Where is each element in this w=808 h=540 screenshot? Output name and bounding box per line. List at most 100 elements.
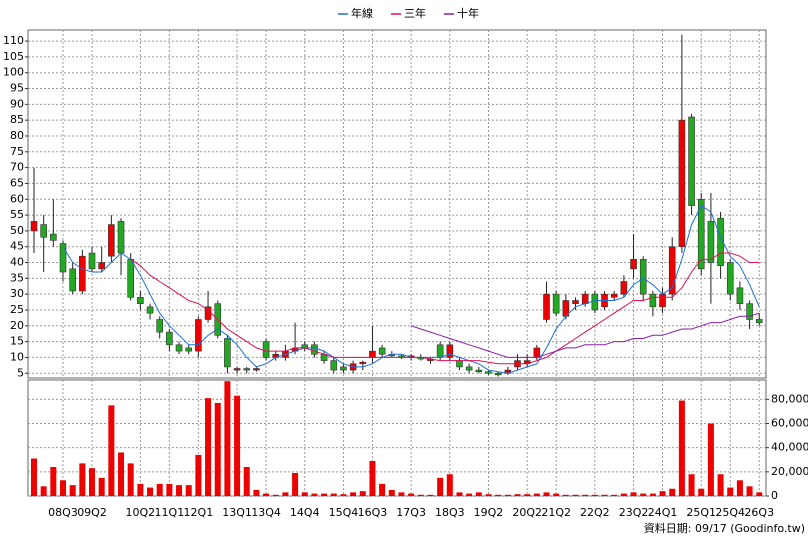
candle-body — [630, 259, 637, 270]
candle-body — [253, 368, 260, 371]
y-tick-label: 60 — [10, 192, 24, 205]
y-tick-label: 15 — [10, 335, 24, 348]
candle-body — [79, 255, 86, 292]
x-tick-label: 13Q1 — [222, 506, 252, 519]
x-tick-label: 18Q3 — [435, 506, 465, 519]
candle-body — [117, 221, 125, 254]
candle-body — [746, 303, 753, 320]
volume-bar — [31, 458, 37, 496]
volume-bar — [717, 474, 724, 496]
y-tick-label: 105 — [3, 50, 24, 63]
volume-bar — [330, 493, 337, 496]
volume-bar — [417, 494, 424, 496]
volume-tick-label: 80,000 — [771, 392, 808, 405]
volume-bar — [543, 492, 550, 496]
candle-body — [69, 268, 76, 292]
candle-body — [166, 331, 173, 346]
x-tick-label: 17Q3 — [396, 506, 426, 519]
volume-bar — [572, 494, 579, 496]
y-tick-label: 40 — [10, 256, 24, 269]
price-panel — [27, 29, 767, 379]
volume-bar — [369, 460, 376, 496]
y-tick-label: 80 — [10, 129, 24, 142]
candle-body — [330, 360, 338, 371]
volume-bar — [514, 494, 521, 496]
y-tick-label: 95 — [10, 82, 24, 95]
volume-bar — [553, 493, 560, 496]
candle-body — [620, 281, 628, 295]
volume-bar — [388, 489, 395, 496]
y-tick-label: 85 — [10, 113, 24, 126]
volume-bar — [591, 494, 598, 496]
candle-body — [243, 368, 251, 371]
y-tick-label: 110 — [3, 34, 24, 47]
candle-body — [668, 246, 676, 295]
candle-body — [88, 252, 96, 270]
y-tick-label: 100 — [3, 66, 24, 79]
candle-body — [717, 217, 724, 266]
x-tick-label: 13Q4 — [251, 506, 281, 519]
candle-body — [610, 293, 618, 298]
volume-bar — [533, 493, 540, 496]
volume-bar — [89, 468, 96, 496]
volume-bar — [736, 480, 743, 496]
candle-body — [195, 319, 202, 352]
volume-bar — [118, 452, 125, 496]
volume-bar — [756, 492, 763, 496]
volume-bar — [524, 494, 531, 496]
volume-bar — [504, 494, 511, 496]
volume-bar — [727, 487, 734, 496]
volume-bar — [147, 487, 154, 496]
candle-body — [30, 221, 38, 232]
candle-body — [678, 119, 686, 248]
volume-bar — [166, 483, 173, 496]
candle-body — [533, 347, 541, 358]
y-tick-label: 55 — [10, 208, 24, 221]
legend-label: 三年 — [404, 6, 426, 20]
candle-body — [156, 319, 164, 333]
y-tick-label: 65 — [10, 176, 24, 189]
candle-body — [108, 224, 115, 257]
volume-bar — [253, 489, 260, 496]
volume-bar — [688, 474, 695, 496]
x-tick-label: 24Q1 — [648, 506, 678, 519]
y-tick-label: 90 — [10, 97, 24, 110]
candle-body — [572, 300, 579, 304]
volume-bar — [156, 483, 163, 496]
candle-body — [98, 262, 105, 270]
volume-bar — [446, 474, 453, 496]
volume-bar — [243, 467, 250, 496]
candle-body — [755, 319, 763, 323]
candle-body — [224, 338, 231, 368]
x-tick-label: 10Q2 — [126, 506, 156, 519]
volume-bar — [127, 463, 134, 496]
volume-bar — [79, 463, 86, 496]
volume-bar — [601, 494, 608, 496]
volume-bar — [301, 492, 308, 496]
volume-bar — [630, 492, 637, 496]
volume-bar — [456, 492, 463, 496]
volume-bar — [659, 491, 666, 496]
candle-body — [494, 372, 502, 376]
y-tick-label: 70 — [10, 161, 24, 174]
candle-body — [137, 297, 144, 304]
volume-bar — [234, 395, 241, 496]
candle-body — [378, 347, 386, 355]
volume-bar — [224, 381, 231, 496]
candle-body — [369, 350, 376, 358]
volume-tick-label: 0 — [771, 489, 778, 502]
x-tick-label: 16Q3 — [358, 506, 388, 519]
candle-body — [543, 293, 550, 320]
candle-body — [639, 259, 647, 295]
candle-body — [726, 262, 734, 295]
volume-bar — [408, 493, 415, 496]
volume-bar — [98, 477, 105, 496]
y-tick-label: 25 — [10, 303, 24, 316]
x-tick-label: 21Q2 — [541, 506, 571, 519]
volume-bar — [707, 423, 714, 496]
volume-bar — [340, 494, 347, 496]
candle-body — [446, 344, 454, 358]
x-tick-label: 20Q2 — [512, 506, 542, 519]
volume-bar — [40, 486, 47, 496]
volume-bar — [282, 492, 289, 496]
